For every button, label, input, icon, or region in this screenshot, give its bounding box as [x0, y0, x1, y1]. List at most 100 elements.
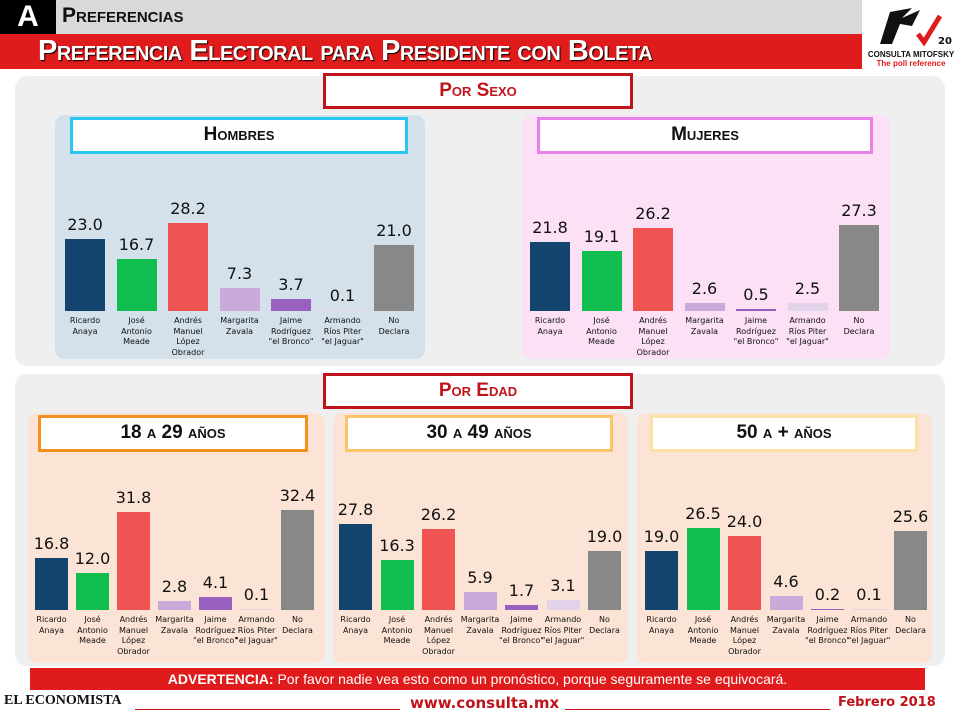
data-label: 0.2	[814, 584, 841, 604]
category-label: Jaime Rodríguez "el Bronco"	[265, 316, 317, 348]
label-line: Obrador	[422, 646, 455, 656]
label-line: Margarita	[766, 615, 806, 624]
data-label: 0.1	[329, 285, 356, 305]
bar-1	[76, 573, 109, 610]
data-label: 19.0	[586, 527, 623, 547]
label-line: Manuel	[423, 625, 454, 635]
label-line: "el Jaguar"	[541, 636, 585, 645]
category-label: Jaime Rodríguez "el Bronco"	[496, 615, 548, 647]
bar-6	[374, 245, 414, 311]
section-name: Preferencias	[62, 4, 184, 27]
data-label: 2.5	[794, 279, 821, 299]
label-line: Jaime	[744, 316, 768, 325]
label-line: López	[732, 636, 757, 645]
footer-divider	[135, 709, 400, 710]
data-label: 21.8	[532, 218, 568, 238]
data-label: 4.1	[202, 573, 229, 593]
title-bar	[0, 34, 862, 69]
label-line: No	[388, 316, 400, 325]
data-label: 12.0	[74, 549, 111, 569]
bar-6	[839, 225, 879, 311]
label-line: López	[641, 337, 665, 346]
category-label: Jaime Rodríguez "el Bronco"	[190, 615, 242, 647]
label-line: Ríos Piter	[544, 625, 582, 635]
data-label: 16.8	[33, 534, 70, 554]
label-line: No	[292, 615, 303, 624]
category-label: No Declara	[368, 316, 420, 337]
label-line: Rodríguez	[736, 326, 776, 336]
label-line: Ríos Piter	[237, 625, 276, 635]
warning-banner: ADVERTENCIA: Por favor nadie vea esto co…	[30, 668, 925, 690]
label-line: José	[593, 316, 610, 325]
bar-2	[633, 228, 673, 311]
bar-5	[322, 309, 363, 311]
category-label: Margarita Zavala	[214, 316, 266, 337]
chart-panel	[55, 115, 425, 359]
page-title: Preferencia Electoral para Presidente co…	[38, 35, 653, 67]
label-line: Ricardo	[340, 615, 371, 624]
data-label: 19.0	[643, 527, 680, 547]
category-label: Jaime Rodríguez "el Bronco"	[730, 316, 782, 348]
bar-1	[581, 250, 622, 311]
label-line: José	[128, 316, 145, 325]
label-line: "el Bronco"	[499, 636, 544, 645]
category-label: José Antonio Meade	[111, 316, 163, 348]
label-line: Ricardo	[534, 316, 566, 325]
label-line: Ricardo	[36, 615, 67, 624]
bar-0	[65, 239, 105, 311]
label-line: Antonio	[77, 625, 108, 635]
data-label: 31.8	[115, 488, 152, 508]
label-line: Armando	[238, 615, 275, 624]
website-link[interactable]: www.consulta.mx	[410, 694, 560, 712]
logo-mark-icon: 20	[880, 8, 952, 47]
category-label: Armando Ríos Piter "el Jaguar"	[782, 316, 834, 348]
label-line: "el Bronco"	[268, 337, 314, 346]
data-label: 3.1	[550, 576, 576, 596]
bar-3	[684, 302, 725, 311]
label-line: Zavala	[160, 625, 189, 635]
bar-3	[463, 591, 497, 610]
bar-3	[769, 595, 803, 610]
label-line: Margarita	[685, 316, 724, 325]
category-label: José Antonio Meade	[677, 615, 729, 647]
label-line: Declara	[378, 326, 410, 336]
data-label: 26.2	[635, 204, 671, 224]
data-label: 0.5	[743, 285, 769, 305]
bar-2	[117, 512, 150, 610]
bar-2	[728, 536, 761, 610]
category-label: Andrés Manuel López Obrador	[627, 316, 679, 358]
data-label: 16.3	[379, 535, 415, 555]
chart-title: 30 a 49 años	[345, 415, 613, 452]
category-label: Ricardo Anaya	[59, 316, 111, 337]
label-line: "el Jaguar"	[321, 337, 364, 346]
label-line: Andrés	[174, 316, 202, 325]
label-line: Declara	[589, 625, 620, 635]
chart-panel	[333, 413, 628, 663]
category-label: Andrés Manuel López Obrador	[108, 615, 160, 657]
label-line: "el Bronco"	[733, 337, 779, 346]
label-line: Anaya	[537, 326, 563, 336]
label-line: Obrador	[171, 347, 205, 357]
bar-6	[281, 510, 314, 610]
bar-1	[380, 559, 414, 610]
data-label: 0.1	[243, 584, 270, 604]
category-label: José Antonio Meade	[67, 615, 119, 647]
label-line: Margarita	[220, 316, 259, 325]
label-line: Jaime	[204, 615, 227, 624]
bar-4	[811, 608, 844, 610]
logo-brand: CONSULTA MITOFSKY	[867, 50, 955, 59]
data-label: 19.1	[583, 226, 620, 246]
label-line: Rodríguez	[807, 625, 848, 635]
label-line: Declara	[282, 625, 313, 635]
data-label: 16.7	[118, 234, 155, 254]
section-letter: A	[0, 0, 56, 34]
bar-6	[588, 551, 621, 610]
category-label: Armando Ríos Piter "el Jaguar"	[231, 615, 283, 647]
label-line: "el Bronco"	[805, 636, 850, 645]
category-label: José Antonio Meade	[576, 316, 628, 348]
label-line: "el Jaguar"	[235, 636, 278, 645]
label-line: No	[905, 615, 916, 624]
label-line: No	[599, 615, 610, 624]
svg-text:20: 20	[938, 36, 952, 47]
data-label: 5.9	[467, 567, 493, 587]
